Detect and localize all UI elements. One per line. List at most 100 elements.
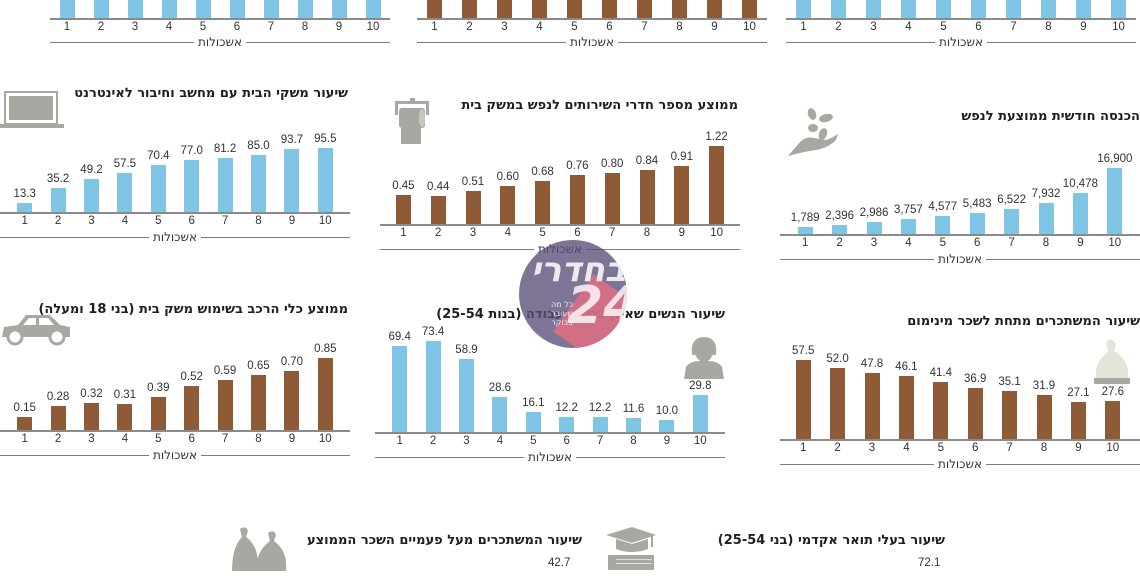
x-tick-label: 8: [301, 21, 309, 33]
chart-computer-internet: שיעור משקי הבית עם מחשב וחיבור לאינטרנט …: [0, 70, 380, 280]
bar-value-label: 29.8: [689, 380, 712, 393]
x-tick-label: 4: [536, 21, 543, 33]
bar: [331, 0, 347, 18]
bar: [692, 395, 708, 432]
plot-area: 57.5 1 52.0 2 47.8 3 46.1 4 41.4 5 36.9 6 35.1 7 31.9 8…: [780, 342, 1140, 473]
bar: [797, 227, 813, 234]
x-tick-label: 8: [255, 215, 262, 227]
chart-toilet-rooms: ממוצע מספר חדרי השירותים לנפש במשק בית 0…: [380, 80, 760, 280]
plot-area: 1 2 3 4 5 6 7 8 9 10 אשכולות: [417, 0, 767, 49]
bar-value-label: 35.1: [998, 375, 1021, 388]
watermark-number: 24: [567, 276, 627, 336]
bar-value-label: 35.2: [46, 173, 70, 186]
bar: [535, 180, 551, 224]
car-icon: [0, 313, 72, 352]
bar-value-label: 93.7: [280, 134, 304, 147]
bar: [1002, 390, 1018, 439]
bar-value-label: 41.4: [929, 367, 952, 380]
x-tick-label: 2: [434, 227, 442, 239]
x-axis-line: [0, 212, 350, 214]
x-tick-label: 2: [97, 21, 105, 33]
x-axis-title-text: אשכולות: [197, 35, 243, 49]
x-tick-label: 3: [501, 21, 508, 33]
bar: [1036, 395, 1052, 439]
bar-value-label: 0.52: [180, 370, 203, 383]
bar: [59, 0, 75, 18]
bar: [1038, 203, 1054, 234]
x-axis-title: אשכולות: [0, 448, 350, 462]
plot-area: 1 2 3 4 5 6 7 8 9 10 אשכולות: [786, 0, 1136, 49]
x-tick-label: 6: [574, 227, 581, 239]
x-tick-label: 7: [1010, 21, 1017, 33]
bar: [459, 358, 474, 432]
bar-value-label: 0.31: [113, 388, 137, 401]
x-tick-label: 3: [131, 21, 139, 33]
bar: [229, 0, 245, 18]
x-tick-label: 4: [903, 442, 910, 454]
x-tick-label: 1: [800, 21, 807, 33]
toilet-paper-icon: [394, 98, 430, 151]
x-tick-label: 6: [606, 21, 613, 33]
bar-value-label: 6,522: [997, 193, 1026, 206]
x-tick-label: 5: [571, 21, 578, 33]
bar-value-label: 12.2: [588, 401, 612, 414]
bar: [84, 402, 99, 430]
bar-value-label: 81.2: [213, 142, 237, 155]
x-tick-label: 8: [1042, 237, 1050, 249]
x-tick-label: 5: [539, 227, 546, 239]
x-tick-label: 3: [868, 442, 876, 454]
first-bar-value: 72.1: [918, 557, 941, 569]
x-tick-label: 1: [431, 21, 438, 33]
x-tick-label: 10: [318, 215, 332, 227]
x-tick-label: 10: [1112, 21, 1125, 33]
bar-value-label: 16.1: [522, 397, 545, 410]
x-tick-label: 6: [188, 433, 195, 445]
x-tick-label: 3: [88, 433, 95, 445]
bar: [430, 195, 446, 224]
bar-value-label: 0.60: [496, 170, 519, 183]
x-axis-line: [380, 224, 740, 226]
bar: [251, 155, 266, 212]
bar: [1107, 168, 1123, 234]
bar: [184, 385, 200, 430]
laptop-icon: [0, 90, 64, 135]
x-tick-label: 6: [975, 21, 982, 33]
x-tick-label: 6: [233, 21, 241, 33]
bar: [936, 0, 951, 18]
bar: [637, 0, 652, 18]
x-tick-label: 8: [1045, 21, 1052, 33]
bar-value-label: 0.39: [147, 381, 170, 394]
axis-title-rule: [618, 41, 767, 43]
bar: [866, 222, 882, 234]
x-tick-label: 7: [641, 21, 648, 33]
bar: [604, 172, 620, 224]
bar: [796, 0, 811, 18]
x-tick-label: 9: [1080, 21, 1087, 33]
bar: [217, 380, 233, 430]
bar-value-label: 0.45: [392, 180, 415, 193]
x-axis-title-text: אשכולות: [152, 448, 198, 462]
x-tick-label: 5: [937, 442, 944, 454]
axis-title-rule: [375, 456, 524, 458]
bar: [1070, 401, 1086, 439]
bar: [284, 149, 300, 212]
x-tick-label: 9: [711, 21, 718, 33]
chart-below-minimum-wage: שיעור המשתכרים מתחת לשכר מינימום 57.5 1 52…: [760, 300, 1140, 510]
x-tick-label: 7: [1006, 442, 1013, 454]
axis-title-rule: [780, 258, 934, 260]
bar-value-label: 0.85: [314, 343, 337, 355]
bar: [127, 0, 143, 18]
x-tick-label: 10: [1108, 237, 1122, 249]
x-tick-label: 2: [466, 21, 473, 33]
x-tick-label: 8: [676, 21, 683, 33]
bar: [93, 0, 109, 18]
x-tick-label: 9: [678, 227, 685, 239]
watermark-subtitle: כל מה שעובר בבוקר: [551, 300, 573, 327]
chart-title: שיעור בעלי תואר אקדמי (בני 25-54): [717, 533, 945, 548]
chart-title: שיעור המשתכרים מעל פעמיים השכר הממוצע: [307, 533, 582, 548]
x-tick-label: 6: [563, 435, 570, 447]
x-tick-label: 2: [836, 237, 843, 249]
axis-title-rule: [0, 454, 149, 456]
bar: [559, 416, 575, 432]
axis-title-rule: [380, 248, 534, 250]
